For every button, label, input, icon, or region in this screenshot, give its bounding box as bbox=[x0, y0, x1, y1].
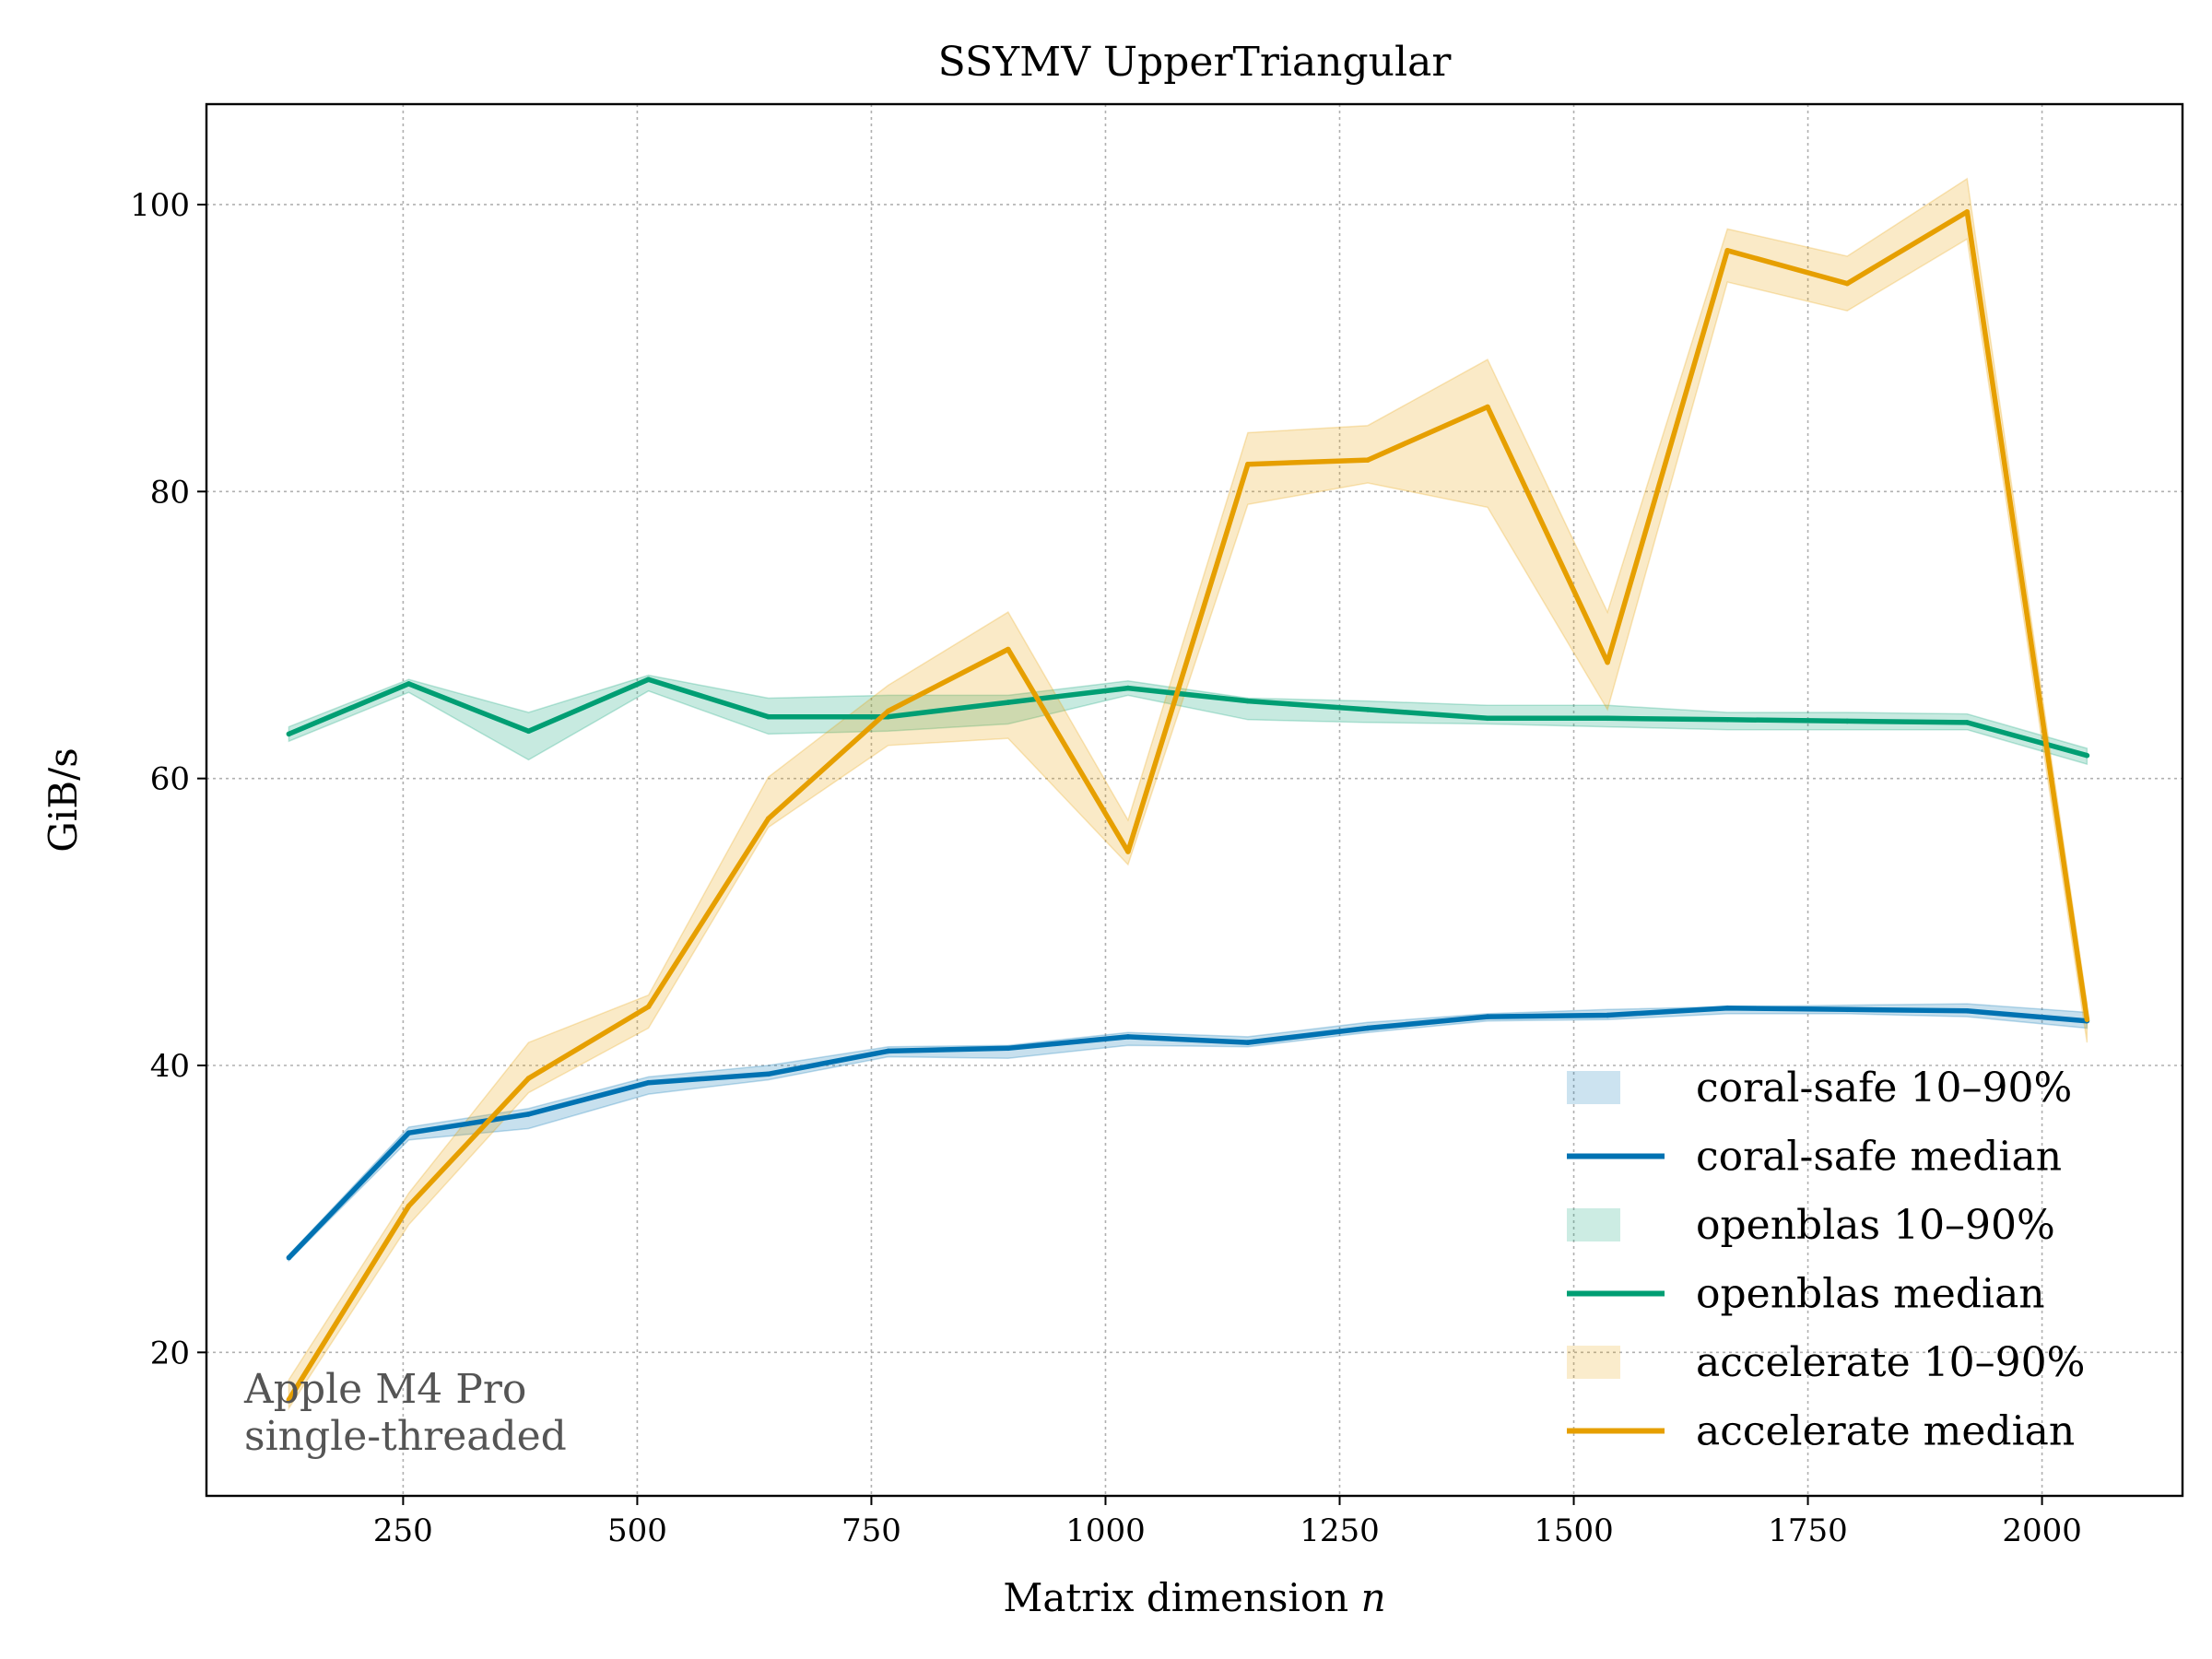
y-tick-label: 80 bbox=[150, 474, 190, 511]
openblas-median-legend-label: openblas median bbox=[1696, 1271, 2045, 1318]
openblas-band-swatch bbox=[1567, 1208, 1620, 1241]
x-tick-label: 1250 bbox=[1300, 1512, 1380, 1549]
openblas-median-point bbox=[286, 731, 292, 737]
openblas-median-point bbox=[765, 713, 771, 720]
tick-layer: 250 500 750 1000 1250 1500 1750 2000 20 40 60 80 100 bbox=[130, 187, 2082, 1549]
openblas-median-point bbox=[1485, 715, 1490, 722]
accelerate-band-swatch bbox=[1567, 1346, 1620, 1379]
accelerate-median-point bbox=[645, 1004, 652, 1009]
accelerate-median-line bbox=[287, 209, 2090, 1402]
y-axis-label: GiB/s bbox=[41, 747, 86, 853]
coral-safe-median-point bbox=[286, 1254, 292, 1261]
chart-title: SSYMV UpperTriangular bbox=[938, 39, 1453, 86]
coral-safe-band-legend-label: coral-safe 10–90% bbox=[1696, 1065, 2072, 1112]
annotation-line-2: single-threaded bbox=[244, 1413, 567, 1460]
openblas-median-point bbox=[1245, 698, 1251, 704]
coral-safe-median-legend-label: coral-safe median bbox=[1696, 1134, 2062, 1181]
x-tick-label: 1000 bbox=[1065, 1512, 1146, 1549]
coral-safe-median-point bbox=[525, 1112, 532, 1117]
accelerate-median-point bbox=[1485, 404, 1490, 410]
openblas-median-point bbox=[1125, 685, 1131, 691]
accelerate-median-point bbox=[2084, 1017, 2090, 1022]
coral-safe-median-point bbox=[1844, 1006, 1850, 1013]
openblas-median-line bbox=[288, 677, 2088, 759]
accelerate-median-point bbox=[1006, 646, 1011, 653]
openblas-median-point bbox=[1365, 707, 1371, 712]
y-tick-label: 20 bbox=[150, 1335, 190, 1371]
coral-safe-median-point bbox=[885, 1048, 891, 1054]
legend: coral-safe 10–90% coral-safe median openbl… bbox=[1567, 1065, 2085, 1455]
y-tick-label: 60 bbox=[150, 761, 190, 798]
coral-safe-median-line bbox=[287, 1005, 2088, 1260]
accelerate-median-point bbox=[525, 1076, 532, 1081]
accelerate-median-point bbox=[1844, 280, 1850, 287]
accelerate-median-point bbox=[1724, 248, 1730, 253]
x-axis-label: Matrix dimension n bbox=[1003, 1575, 1385, 1620]
openblas-median-point bbox=[2084, 752, 2090, 759]
accelerate-median-point bbox=[406, 1203, 412, 1209]
openblas-median-point bbox=[1006, 700, 1011, 705]
band-layer bbox=[288, 177, 2088, 1411]
accelerate-median-point bbox=[765, 816, 771, 821]
coral-safe-median-point bbox=[1245, 1040, 1251, 1045]
x-tick-label: 500 bbox=[607, 1512, 667, 1549]
x-tick-label: 1750 bbox=[1768, 1512, 1848, 1549]
openblas-band-legend-label: openblas 10–90% bbox=[1696, 1202, 2055, 1249]
openblas-median-point bbox=[525, 728, 532, 735]
y-tick-label: 100 bbox=[130, 187, 190, 224]
openblas-median-point bbox=[1724, 717, 1730, 723]
coral-safe-band-swatch bbox=[1567, 1071, 1620, 1104]
annotation-line-1: Apple M4 Pro bbox=[243, 1366, 526, 1413]
coral-safe-median-point bbox=[406, 1130, 412, 1135]
x-tick-label: 250 bbox=[373, 1512, 433, 1549]
coral-safe-median-point bbox=[1485, 1014, 1490, 1019]
coral-safe-median-point bbox=[765, 1071, 771, 1077]
coral-safe-median-point bbox=[645, 1079, 652, 1086]
coral-safe-median-point bbox=[1724, 1005, 1730, 1011]
openblas-median-point bbox=[645, 677, 652, 682]
coral-safe-median-point bbox=[1964, 1008, 1971, 1014]
coral-safe-median-point bbox=[1125, 1034, 1131, 1040]
openblas-median-point bbox=[1964, 720, 1971, 725]
coral-safe-band bbox=[288, 1003, 2088, 1263]
line-layer bbox=[286, 209, 2090, 1403]
hardware-annotation: Apple M4 Pro single-threaded bbox=[243, 1366, 567, 1460]
x-tick-label: 1500 bbox=[1534, 1512, 1614, 1549]
accelerate-median-legend-label: accelerate median bbox=[1696, 1408, 2075, 1455]
accelerate-median-point bbox=[1365, 457, 1371, 463]
x-tick-label: 750 bbox=[841, 1512, 901, 1549]
openblas-median-point bbox=[406, 681, 412, 687]
accelerate-median-point bbox=[1605, 659, 1610, 665]
accelerate-median-point bbox=[1245, 461, 1251, 467]
openblas-median-point bbox=[1844, 718, 1850, 724]
accelerate-median-point bbox=[286, 1396, 292, 1403]
accelerate-median-point bbox=[885, 708, 891, 714]
accelerate-band bbox=[288, 177, 2088, 1411]
accelerate-band-legend-label: accelerate 10–90% bbox=[1696, 1339, 2085, 1386]
accelerate-median-point bbox=[1125, 849, 1131, 854]
coral-safe-median-point bbox=[1605, 1012, 1610, 1018]
coral-safe-median-point bbox=[1365, 1025, 1371, 1031]
plot-frame bbox=[205, 102, 2184, 1498]
grid-layer bbox=[206, 104, 2183, 1496]
x-tick-label: 2000 bbox=[2002, 1512, 2082, 1549]
coral-safe-median-point bbox=[1006, 1045, 1011, 1052]
accelerate-median-point bbox=[1964, 209, 1971, 215]
openblas-band bbox=[288, 674, 2088, 766]
y-tick-label: 40 bbox=[150, 1048, 190, 1085]
openblas-median-point bbox=[1605, 715, 1610, 722]
